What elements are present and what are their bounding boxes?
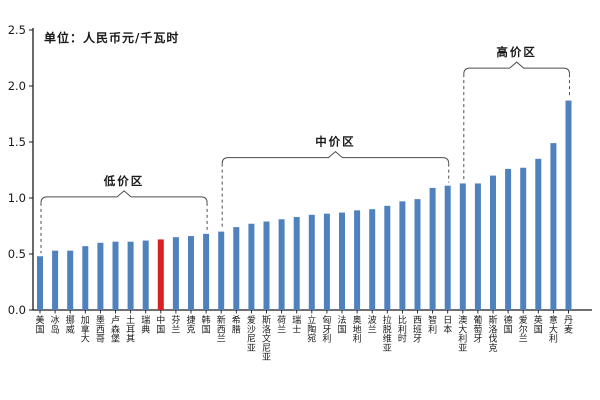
bar xyxy=(565,100,572,310)
bar xyxy=(550,143,557,310)
x-tick-label: 智利 xyxy=(428,314,437,335)
x-tick-label: 希腊 xyxy=(232,314,241,335)
x-tick-label: 日本 xyxy=(443,315,452,335)
bar xyxy=(37,256,43,310)
x-tick-label: 加拿大 xyxy=(81,315,90,345)
bar xyxy=(323,213,330,310)
bar xyxy=(218,231,225,310)
zone-label: 低价区 xyxy=(103,174,145,188)
x-tick-label: 法国 xyxy=(337,314,346,335)
x-tick-label: 卢森堡 xyxy=(111,314,120,345)
bar xyxy=(535,158,542,310)
bar xyxy=(429,187,436,310)
y-tick-label: 0.5 xyxy=(8,247,26,261)
bar xyxy=(233,227,240,310)
x-tick-label: 瑞典 xyxy=(141,314,150,335)
y-tick-label: 1.5 xyxy=(8,135,26,149)
y-tick-label: 1.0 xyxy=(8,191,26,205)
bar xyxy=(520,167,527,310)
bar xyxy=(142,240,149,310)
bar xyxy=(127,241,134,310)
bar-highlight-china xyxy=(157,239,164,310)
x-tick-label: 波兰 xyxy=(368,314,377,335)
bar xyxy=(112,241,119,310)
x-tick-label: 丹麦 xyxy=(564,315,573,335)
x-tick-label: 冰岛 xyxy=(51,314,60,335)
bar xyxy=(399,201,406,310)
x-tick-label: 美国 xyxy=(35,314,44,335)
x-tick-label: 土耳其 xyxy=(126,314,135,345)
bar xyxy=(172,237,179,310)
bar xyxy=(339,212,345,310)
x-tick-label: 芬兰 xyxy=(171,315,180,335)
bar xyxy=(67,250,74,310)
x-tick-label: 比利时 xyxy=(398,314,407,345)
bar xyxy=(459,183,466,310)
bar xyxy=(263,221,270,310)
y-tick-label: 0.0 xyxy=(8,303,26,317)
bar xyxy=(248,223,255,310)
x-tick-label: 瑞士 xyxy=(292,314,301,335)
bar xyxy=(293,217,300,310)
zone-bracket xyxy=(40,190,208,203)
zone-bracket xyxy=(221,151,450,164)
zone-bracket xyxy=(463,61,570,75)
x-tick-label: 奥地利 xyxy=(353,314,362,345)
x-tick-label: 拉脱维亚 xyxy=(383,314,392,354)
unit-label: 单位：人民币元/千瓦时 xyxy=(44,31,180,45)
x-tick-label: 荷兰 xyxy=(277,315,286,335)
x-tick-label: 西班牙 xyxy=(413,315,422,345)
x-tick-label: 斯洛文尼亚 xyxy=(262,314,271,363)
y-tick-label: 2.5 xyxy=(8,23,26,37)
x-tick-label: 澳大利亚 xyxy=(458,314,467,354)
x-tick-label: 葡萄牙 xyxy=(473,314,482,345)
x-tick-label: 墨西哥 xyxy=(96,315,105,345)
bar xyxy=(444,185,451,310)
x-tick-label: 意大利 xyxy=(549,314,558,345)
zone-label: 高价区 xyxy=(496,45,537,59)
bar xyxy=(188,236,194,310)
bar xyxy=(414,199,421,310)
bar xyxy=(82,246,89,310)
bar xyxy=(474,183,481,310)
bar xyxy=(97,242,104,310)
bar xyxy=(369,209,376,310)
x-tick-label: 立陶宛 xyxy=(307,314,316,345)
x-tick-label: 爱尔兰 xyxy=(519,315,528,345)
x-tick-label: 新西兰 xyxy=(217,314,226,345)
zone-label: 中价区 xyxy=(315,135,356,149)
x-tick-label: 挪威 xyxy=(66,314,75,335)
bar xyxy=(308,214,315,310)
x-tick-label: 韩国 xyxy=(202,314,211,335)
x-tick-label: 爱沙尼亚 xyxy=(247,315,256,354)
bar xyxy=(505,168,512,310)
x-tick-label: 中国 xyxy=(156,314,165,335)
y-tick-label: 2.0 xyxy=(8,79,26,93)
x-tick-label: 捷克 xyxy=(186,314,195,335)
bar xyxy=(203,233,210,310)
bar xyxy=(278,219,285,310)
x-tick-label: 斯洛伐克 xyxy=(488,314,497,354)
x-tick-label: 匈牙利 xyxy=(322,314,331,345)
bar xyxy=(490,175,496,310)
bar xyxy=(354,210,361,310)
x-tick-label: 德国 xyxy=(504,314,513,335)
bar xyxy=(52,250,59,310)
bar xyxy=(384,205,391,310)
x-tick-label: 英国 xyxy=(534,314,543,335)
